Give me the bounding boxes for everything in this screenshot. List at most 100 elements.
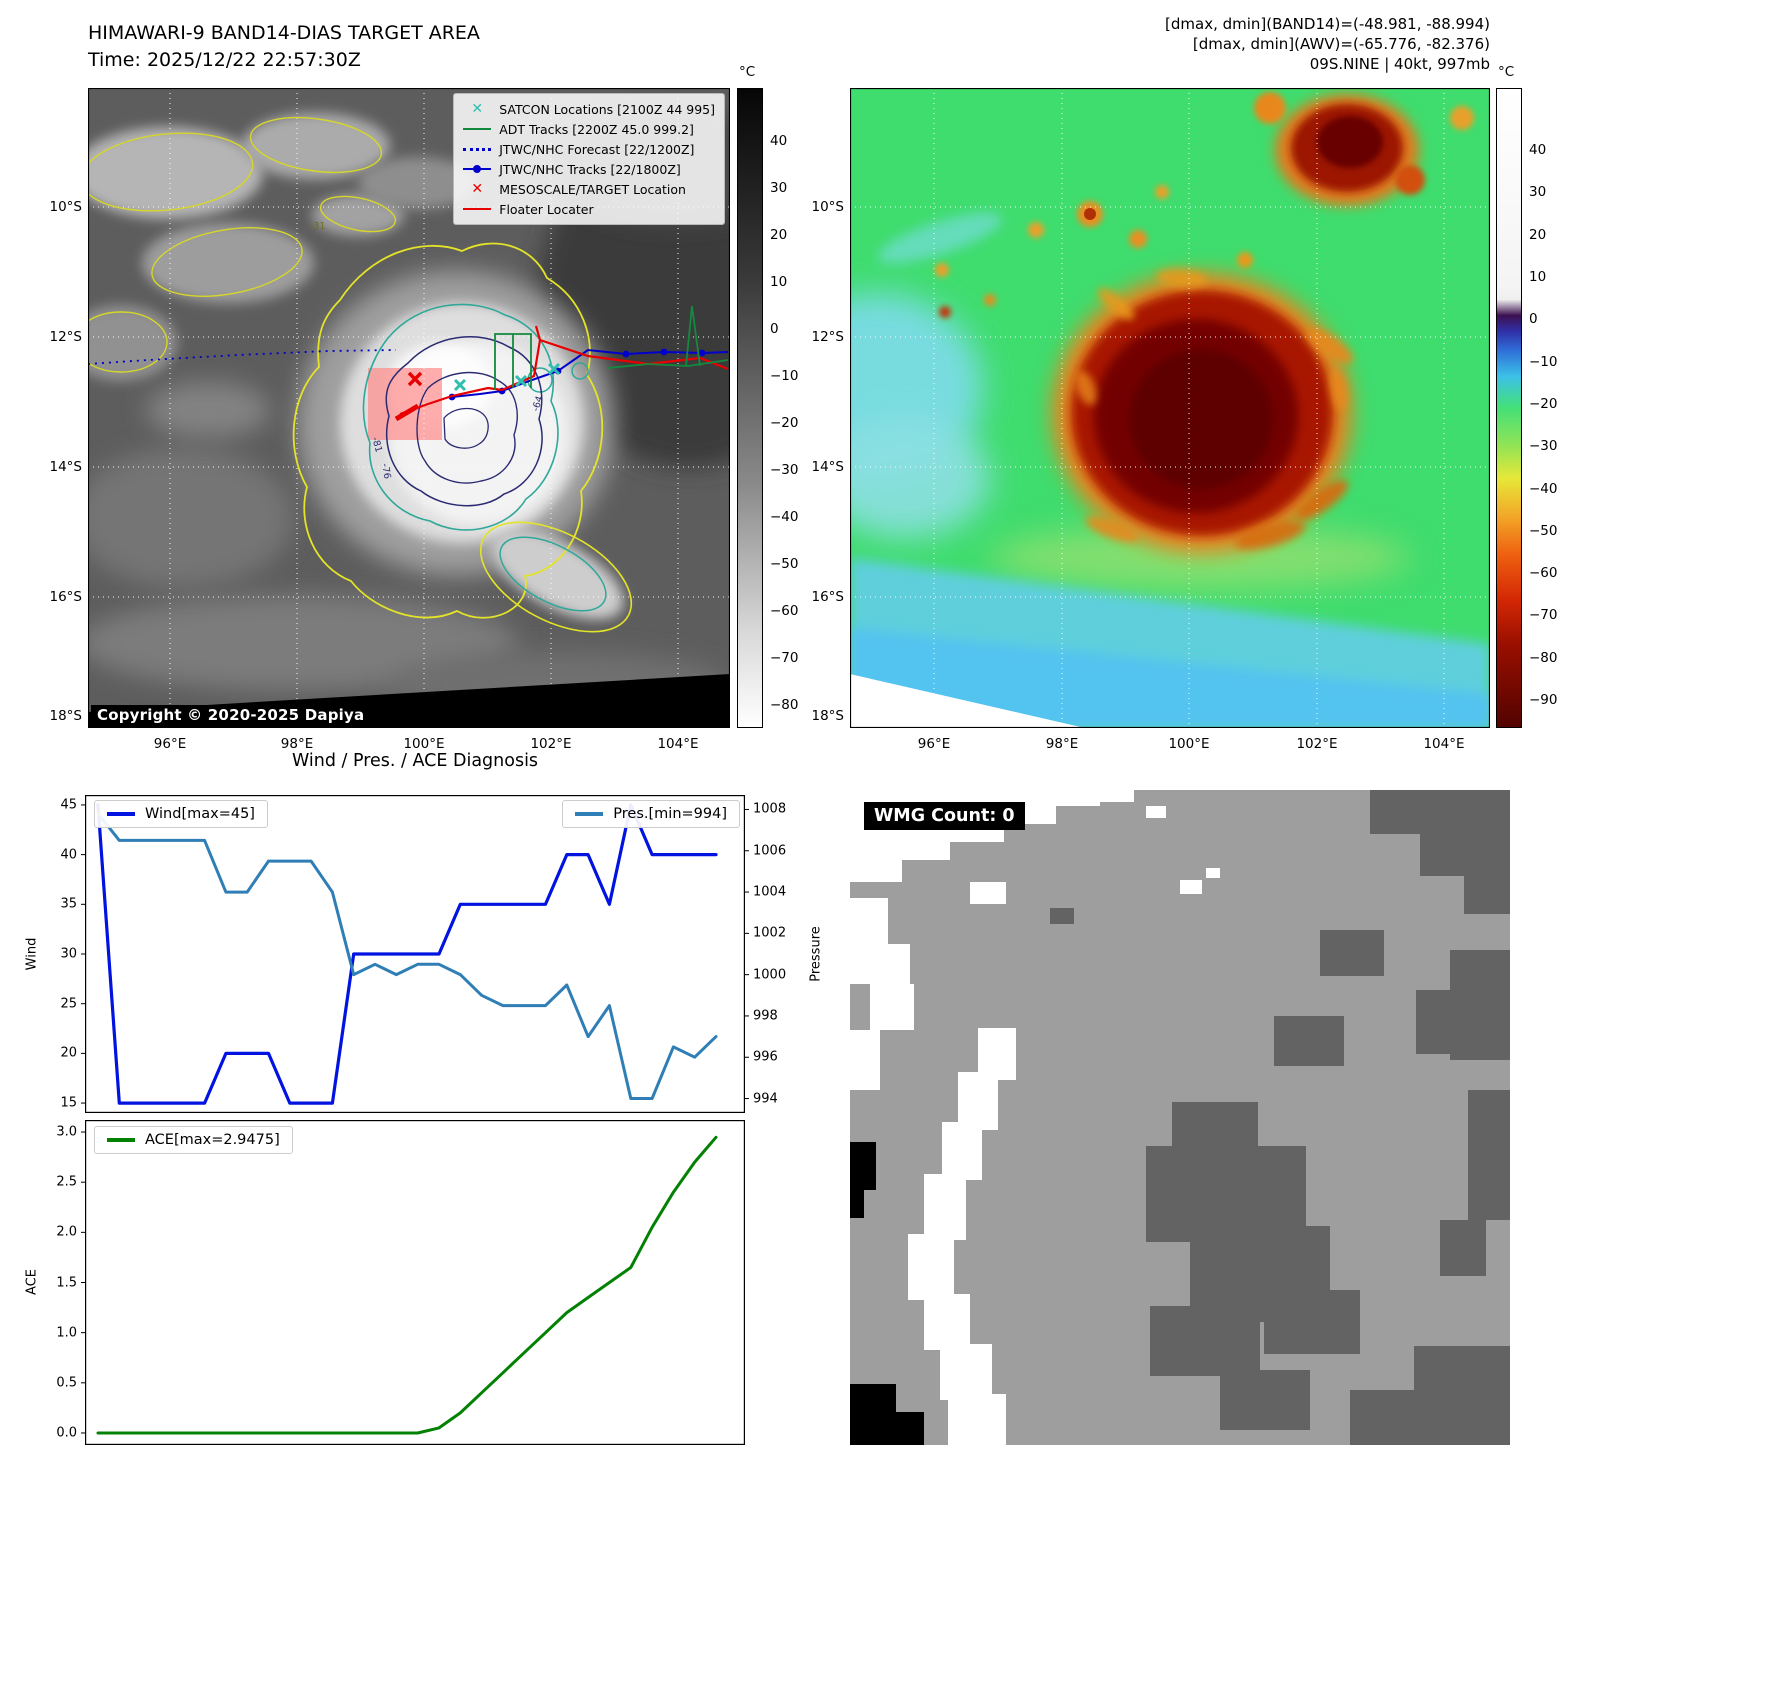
y2-tick-label: 1008	[753, 801, 787, 817]
ir-contours	[88, 116, 633, 633]
wind-pressure-chart: Wind[max=45] Pres.[min=994] 15 20 25 30 35 40…	[60, 795, 786, 1113]
series-line	[96, 812, 718, 1100]
y-tick-label: 10°S	[811, 199, 845, 215]
awv-colorbar: °C 40 30 20 10 0 −10 −20 −30 −40 −50 −60 −70 −80 −90	[1496, 64, 1558, 728]
wmg-nodata-regions	[850, 1142, 924, 1445]
svg-text:-31: -31	[310, 221, 326, 232]
x-glyph: ✕	[471, 101, 484, 117]
awv-satellite-image	[850, 88, 1490, 728]
colorbar-tick-label: −80	[1529, 649, 1558, 666]
legend-item: JTWC/NHC Tracks [22/1800Z]	[463, 159, 715, 179]
legend-item: Floater Locater	[463, 199, 715, 219]
stats-block: [dmax, dmin](BAND14)=(-48.981, -88.994) …	[1165, 14, 1490, 74]
y-tick-label: 40	[60, 847, 77, 863]
y-tick-label: 16°S	[811, 589, 845, 605]
legend-label: JTWC/NHC Tracks [22/1800Z]	[499, 161, 681, 177]
wmg-cloud-regions	[1050, 790, 1510, 1445]
wmg-mask-image	[850, 790, 1510, 1445]
colorbar-tick-label: −20	[1529, 395, 1558, 412]
dotted-marker	[463, 147, 492, 151]
x-tick-label: 102°E	[530, 736, 572, 752]
axes-frame	[850, 88, 1490, 728]
page-title: HIMAWARI-9 BAND14-DIAS TARGET AREA	[88, 22, 480, 44]
wind-legend-label: Wind[max=45]	[145, 806, 255, 822]
axes-frame	[88, 88, 730, 728]
colorbar-tick-label: −40	[770, 508, 799, 525]
ace-chart: ACE[max=2.9475] 0.0 0.5 1.0 1.5 2.0 2.5 3.0	[56, 1120, 745, 1445]
figure-title-block: HIMAWARI-9 BAND14-DIAS TARGET AREA Time:…	[88, 20, 480, 74]
colorbar-tick-label: −90	[1529, 692, 1558, 709]
colorbar-tick-label: −80	[770, 696, 799, 713]
colorbar-tick-label: 10	[770, 273, 788, 290]
x-tick-label: 96°E	[917, 736, 951, 752]
x-tick-label: 98°E	[1045, 736, 1079, 752]
yellow-contour	[292, 242, 604, 619]
wind-legend: Wind[max=45]	[94, 800, 268, 828]
latlon-grid	[850, 88, 1490, 728]
colorbar-tick-label: −70	[770, 649, 799, 666]
colorbar-unit: °C	[739, 64, 756, 80]
svg-text:-76: -76	[379, 463, 393, 480]
colorbar-tick-label: −60	[1529, 565, 1558, 582]
cold-cloud-shading	[850, 212, 1490, 728]
y-tick-label: 12°S	[811, 329, 845, 345]
jtwc-track-line	[451, 348, 729, 398]
map-legend: ✕ SATCON Locations [2100Z 44 995] ADT Trac…	[453, 93, 725, 225]
legend-label: MESOSCALE/TARGET Location	[499, 181, 686, 197]
teal-contour	[362, 303, 559, 531]
colorbar-tick-label: 10	[1529, 269, 1547, 286]
y-tick-label: 2.5	[56, 1174, 77, 1190]
y-tick-label: 1.0	[56, 1325, 77, 1341]
y-tick-label: 20	[60, 1045, 77, 1061]
y-tick-label: 14°S	[49, 459, 83, 475]
legend-label: ADT Tracks [2200Z 45.0 999.2]	[499, 121, 694, 137]
navy-contour	[385, 336, 543, 507]
colorbar-tick-label: 20	[770, 226, 788, 243]
y-tick-label: 2.0	[56, 1224, 77, 1240]
dmax-band14-label: [dmax, dmin](BAND14)=(-48.981, -88.994)	[1165, 15, 1490, 33]
y-tick-label: 16°S	[49, 589, 83, 605]
colorbar-unit: °C	[1498, 64, 1515, 80]
pressure-legend-label: Pres.[min=994]	[613, 806, 727, 822]
line-sample	[463, 208, 492, 210]
legend-label: Floater Locater	[499, 201, 594, 217]
pressure-axis-label: Pressure	[808, 926, 824, 982]
colorbar-tick-label: −10	[1529, 353, 1558, 370]
x-marker: ✕	[463, 102, 491, 116]
pressure-legend: Pres.[min=994]	[562, 800, 740, 828]
colorbar-tick-label: −30	[770, 461, 799, 478]
y2-tick-label: 1004	[753, 884, 787, 900]
x-tick-label: 96°E	[153, 736, 187, 752]
colorbar-tick-label: 0	[770, 320, 779, 337]
dmax-awv-label: [dmax, dmin](AWV)=(-65.776, -82.376)	[1192, 35, 1490, 53]
x-tick-label: 104°E	[657, 736, 699, 752]
x-tick-label: 104°E	[1423, 736, 1465, 752]
line-marker	[463, 128, 492, 130]
colorbar-tick-label: −60	[770, 602, 799, 619]
storm-core	[1052, 268, 1353, 553]
y2-tick-label: 994	[753, 1091, 778, 1107]
point-sample	[473, 165, 482, 173]
series-line	[96, 1135, 718, 1435]
mesoscale-target-marker	[407, 371, 423, 387]
y2-tick-label: 1002	[753, 925, 787, 941]
ace-line-sample	[107, 1138, 135, 1142]
y-tick-label: 18°S	[49, 708, 83, 724]
y-tick-label: 35	[60, 896, 77, 912]
y-tick-label: 10°S	[49, 199, 83, 215]
y-tick-label: 0.5	[56, 1375, 77, 1391]
wind-line-sample	[107, 812, 135, 816]
line-sample	[463, 128, 492, 130]
y2-tick-label: 1000	[753, 967, 787, 983]
colorbar-tick-label: 0	[1529, 311, 1538, 328]
adt-track	[494, 305, 729, 390]
legend-item: JTWC/NHC Forecast [22/1200Z]	[463, 139, 715, 159]
y-tick-label: 14°S	[811, 459, 845, 475]
legend-item: ADT Tracks [2200Z 45.0 999.2]	[463, 119, 715, 139]
line-sample	[463, 147, 492, 151]
legend-label: JTWC/NHC Forecast [22/1200Z]	[499, 141, 695, 157]
copyright-label: Copyright © 2020-2025 Dapiya	[91, 705, 371, 725]
y-tick-label: 18°S	[811, 708, 845, 724]
x-tick-label: 98°E	[280, 736, 314, 752]
ace-axis-label: ACE	[24, 1269, 40, 1295]
